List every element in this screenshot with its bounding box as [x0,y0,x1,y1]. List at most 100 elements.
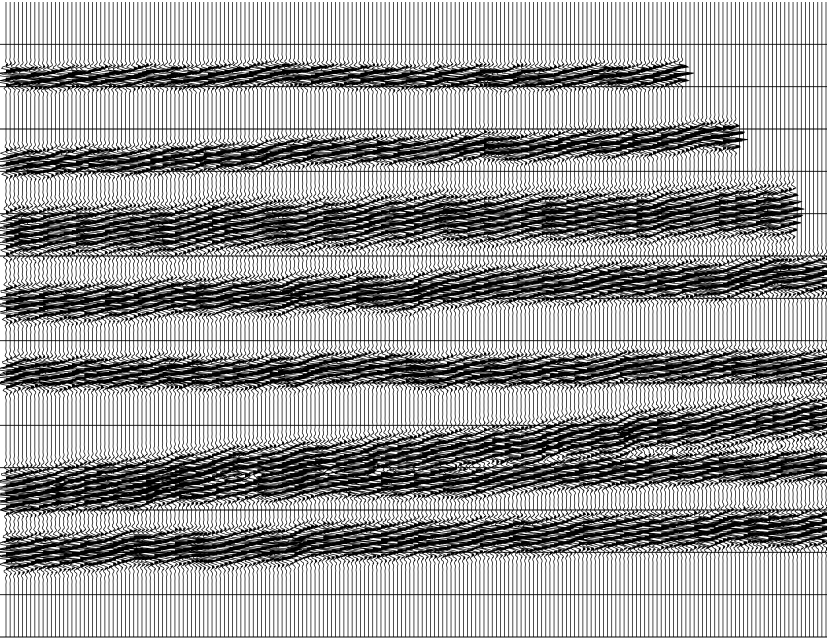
trace-line [619,2,646,637]
trace-line [392,2,419,637]
trace-line [182,2,209,637]
trace-fill [661,63,675,550]
trace [71,2,98,637]
trace [67,2,94,637]
trace-line [244,2,270,637]
trace-line [417,2,444,637]
trace-line [165,2,193,637]
trace [417,2,444,637]
trace-fill [718,121,732,551]
trace-line [145,2,172,637]
trace-line [746,2,773,637]
trace-line [644,2,671,637]
trace-line [553,2,580,637]
trace-line [371,2,399,637]
trace-fill [545,68,559,556]
trace-line [680,2,707,637]
trace [141,2,168,637]
trace [17,2,44,637]
trace-line [104,2,130,637]
trace [706,2,732,637]
trace [680,2,707,637]
trace [53,2,83,637]
trace [8,2,37,637]
trace-line [785,2,810,637]
trace [244,2,270,637]
trace-line [569,2,597,637]
trace-line [67,2,94,637]
trace [25,2,54,637]
trace-line [652,2,679,637]
trace [364,2,390,637]
trace [202,2,229,637]
trace-line [0,2,21,637]
trace [573,2,601,637]
trace-line [706,2,732,637]
trace [252,2,279,637]
trace [0,2,24,637]
trace-line [152,2,180,637]
trace-line [131,2,160,637]
trace-line [615,2,642,637]
trace-line [91,2,119,637]
trace [268,2,296,637]
trace-line [751,2,778,637]
trace [165,2,193,637]
trace [421,2,448,637]
trace [429,2,456,637]
trace [335,2,362,637]
trace-line [12,2,40,637]
trace [619,2,646,637]
trace-line [174,2,202,637]
trace [194,2,221,637]
trace [46,2,73,637]
trace-line [75,2,102,637]
trace-line [812,2,827,637]
trace-line [380,2,407,637]
trace-line [421,2,448,637]
trace [433,2,460,637]
trace-line [541,2,567,637]
trace-fill [628,65,642,551]
trace-line [475,2,502,637]
trace [582,2,609,637]
trace-line [240,2,266,637]
trace-line [100,2,126,637]
trace [152,2,180,637]
trace-line [636,2,662,637]
trace-fill [706,122,720,556]
trace-line [302,2,329,637]
trace [277,2,305,637]
trace-line [177,2,206,637]
trace [512,2,539,637]
trace-line [738,2,765,637]
trace-line [685,2,712,637]
trace-line [734,2,761,637]
trace [323,2,349,637]
trace [145,2,172,637]
trace-line [53,2,83,637]
trace-line [231,2,258,637]
trace [91,2,119,637]
trace-line [804,2,827,637]
trace-fill [587,65,600,551]
trace-line [710,2,736,637]
trace-line [359,2,386,637]
trace [4,2,33,637]
trace [137,2,164,637]
trace-line [25,2,54,637]
trace [644,2,671,637]
trace-line [216,2,242,637]
trace [182,2,209,637]
trace-line [194,2,221,637]
trace-line [228,2,254,637]
trace-fill [521,63,535,559]
trace [119,2,148,637]
trace [425,2,452,637]
trace [12,2,40,637]
trace-fill [525,63,539,559]
trace-line [277,2,305,637]
trace-line [702,2,728,637]
trace-line [606,2,633,637]
trace-line [429,2,456,637]
